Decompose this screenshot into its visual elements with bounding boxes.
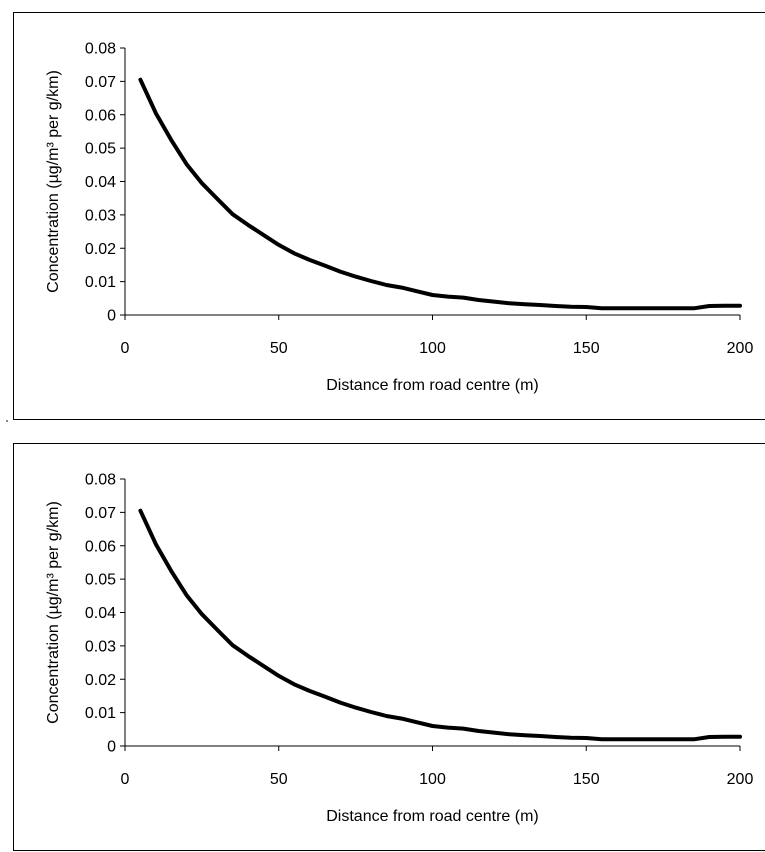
y-tick-label: 0.07 [85, 505, 116, 522]
y-tick-label: 0.02 [85, 241, 116, 258]
chart-panel-bottom: 0 0.01 0.02 0.03 0.04 0.05 0.06 0.07 0.08 0 50 100 1… [13, 443, 765, 851]
y-tick-label: 0.04 [85, 174, 116, 191]
x-tick-label: 100 [419, 771, 446, 788]
x-tick-label: 200 [727, 340, 754, 357]
y-tick-label: 0.05 [85, 141, 116, 158]
x-tick-label: 150 [573, 771, 600, 788]
y-tick-label: 0.07 [85, 74, 116, 91]
y-tick-label: 0.02 [85, 672, 116, 689]
x-tick-label: 100 [419, 340, 446, 357]
x-tick-label: 0 [121, 771, 130, 788]
chart-bottom-svg: 0 0.01 0.02 0.03 0.04 0.05 0.06 0.07 0.08 0 50 100 1… [45, 472, 754, 826]
y-tick-label: 0.08 [85, 41, 116, 58]
y-tick-label: 0.06 [85, 107, 116, 124]
scan-artifact-dot [6, 420, 8, 422]
concentration-curve [138, 508, 742, 742]
chart-panel-top: 0 0.01 0.02 0.03 0.04 0.05 0.06 0.07 0.08 0 50 100 1… [13, 12, 765, 420]
x-axis-title: Distance from road centre (m) [326, 808, 539, 825]
x-tick-label: 50 [270, 771, 288, 788]
y-tick-label: 0.04 [85, 605, 116, 622]
x-tick-label: 200 [727, 771, 754, 788]
x-tick-label: 50 [270, 340, 288, 357]
x-tick-label: 150 [573, 340, 600, 357]
y-axis-title: Concentration (µg/m³ per g/km) [45, 70, 62, 293]
y-tick-label: 0.03 [85, 207, 116, 224]
y-tick-label: 0.01 [85, 274, 116, 291]
chart-top-svg: 0 0.01 0.02 0.03 0.04 0.05 0.06 0.07 0.08 0 50 100 1… [45, 41, 754, 395]
y-tick-label: 0.05 [85, 572, 116, 589]
y-tick-label: 0 [107, 739, 116, 756]
y-tick-label: 0.06 [85, 538, 116, 555]
x-tick-label: 0 [121, 340, 130, 357]
y-tick-label: 0 [107, 308, 116, 325]
y-tick-label: 0.01 [85, 705, 116, 722]
y-axis-title: Concentration (µg/m³ per g/km) [45, 501, 62, 724]
y-tick-label: 0.08 [85, 472, 116, 489]
concentration-curve [138, 77, 742, 311]
y-tick-label: 0.03 [85, 638, 116, 655]
x-axis-title: Distance from road centre (m) [326, 377, 539, 394]
